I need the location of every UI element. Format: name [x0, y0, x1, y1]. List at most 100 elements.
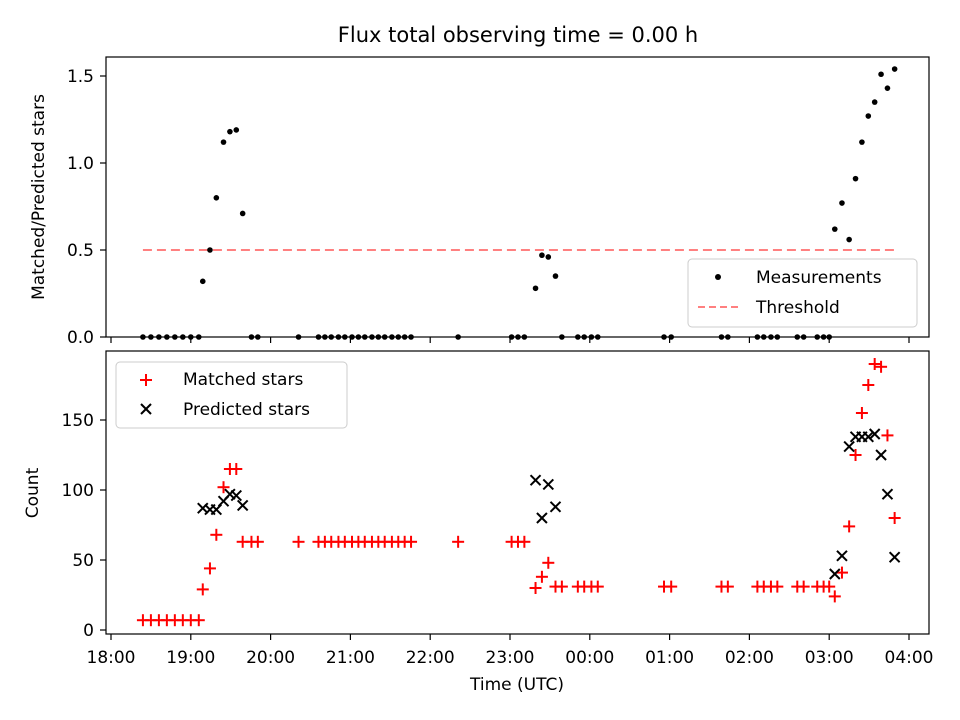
measurement-point	[233, 127, 240, 133]
x-tick-label: 19:00	[166, 648, 215, 668]
bottom-panel: 0 50 100 150 18:00 19:00 20:00 21:00 22:00 23:00…	[23, 350, 934, 695]
matched-star-point	[196, 583, 209, 596]
measurement-point	[831, 226, 838, 232]
x-tick-label: 02:00	[725, 648, 774, 668]
legend-label-matched-stars: Matched stars	[183, 370, 303, 390]
bottom-legend-box	[115, 361, 348, 429]
x-tick-label: 04:00	[885, 648, 934, 668]
predicted-star-point	[862, 431, 875, 443]
predicted-star-point	[843, 440, 855, 453]
bottom-y-tick-label: 50	[72, 551, 94, 571]
predicted-star-point	[542, 478, 555, 491]
matched-star-point	[535, 570, 548, 583]
measurement-point	[239, 210, 246, 217]
top-legend: Measurements Threshold	[687, 258, 918, 328]
matched-star-point	[855, 407, 868, 419]
bottom-axes-frame	[105, 350, 930, 635]
matched-star-point	[251, 535, 264, 548]
predicted-star-point	[888, 551, 901, 563]
matched-star-point	[192, 614, 205, 627]
predicted-star-point	[875, 449, 887, 461]
matched-star-point	[203, 562, 216, 575]
predicted-star-point	[549, 501, 562, 513]
matched-star-point	[862, 379, 875, 391]
matched-star-point	[835, 566, 848, 579]
bottom-y-axis-label: Count	[23, 467, 43, 518]
predicted-star-point	[230, 489, 242, 502]
chart-title: Flux total observing time = 0.00 h	[338, 23, 698, 47]
predicted-star-point	[836, 550, 848, 562]
measurement-point	[227, 128, 233, 135]
measurement-point	[839, 200, 845, 206]
top-y-tick-label: 1.5	[67, 67, 94, 87]
measurement-point	[884, 85, 891, 91]
measurement-point	[213, 195, 220, 201]
x-tick-label: 00:00	[565, 648, 614, 668]
bottom-y-tick-label: 100	[62, 481, 94, 501]
bottom-legend: Matched stars Predicted stars	[115, 361, 348, 429]
top-y-tick-label: 0.5	[67, 241, 94, 261]
measurement-point	[891, 66, 898, 72]
top-legend-box	[687, 258, 918, 328]
bottom-x-ticks: 18:00 19:00 20:00 21:00 22:00 23:00 00:00 01:00…	[87, 634, 934, 668]
matched-star-point	[529, 582, 542, 594]
legend-label-measurements: Measurements	[756, 268, 882, 288]
matched-star-point	[843, 520, 856, 533]
x-tick-label: 18:00	[87, 648, 136, 668]
measurement-point	[846, 236, 852, 243]
legend-marker-predicted-stars	[140, 403, 152, 415]
measurement-point	[220, 139, 227, 145]
top-x-ticks	[110, 337, 910, 343]
legend-marker-measurements	[715, 274, 721, 280]
matched-star-point	[230, 463, 243, 475]
top-y-axis-label: Matched/Predicted stars	[29, 94, 49, 300]
measurement-point	[865, 113, 872, 119]
x-axis-label: Time (UTC)	[469, 675, 564, 695]
legend-marker-matched-stars	[140, 374, 152, 386]
matched-star-point	[665, 580, 678, 593]
x-tick-label: 23:00	[486, 648, 535, 668]
matched-star-point	[823, 580, 836, 593]
measurement-point	[859, 139, 865, 145]
matched-star-point	[888, 512, 901, 524]
top-axes-frame	[105, 56, 930, 338]
matched-star-point	[797, 580, 810, 593]
matched-star-point	[452, 535, 465, 548]
matched-star-point	[868, 358, 881, 370]
measurement-point	[852, 175, 859, 182]
matched-star-point	[292, 535, 305, 548]
matched-star-point	[518, 535, 531, 548]
top-y-tick-label: 0.0	[67, 328, 94, 348]
measurement-point	[545, 254, 552, 260]
x-tick-label: 22:00	[406, 648, 455, 668]
bottom-y-tick-label: 0	[83, 621, 94, 641]
top-y-tick-label: 1.0	[67, 154, 94, 174]
legend-label-threshold: Threshold	[755, 298, 840, 318]
matched-star-point	[591, 580, 604, 593]
measurement-point	[552, 273, 559, 279]
measurement-point	[871, 99, 878, 105]
predicted-star-point	[881, 488, 894, 500]
matched-star-point	[875, 360, 888, 373]
matched-star-point	[771, 580, 784, 593]
matched-star-point	[405, 535, 418, 548]
bottom-marks	[136, 358, 901, 627]
predicted-star-point	[868, 428, 881, 440]
x-tick-label: 21:00	[326, 648, 375, 668]
measurement-point	[539, 252, 545, 259]
measurement-point	[878, 71, 884, 78]
x-tick-label: 03:00	[805, 648, 854, 668]
legend-label-predicted-stars: Predicted stars	[183, 400, 310, 420]
matched-star-point	[721, 580, 734, 593]
x-tick-label: 20:00	[246, 648, 295, 668]
top-y-ticks: 0.0 0.5 1.0 1.5	[67, 67, 106, 348]
measurement-point	[207, 247, 213, 253]
predicted-star-point	[529, 474, 542, 486]
predicted-star-point	[829, 568, 841, 580]
matched-star-point	[542, 556, 555, 569]
predicted-star-point	[236, 499, 249, 512]
matched-star-point	[881, 429, 894, 442]
top-panel: 0.0 0.5 1.0 1.5 Matched/Predicted stars Mea…	[29, 56, 930, 348]
bottom-y-tick-label: 150	[62, 411, 94, 431]
